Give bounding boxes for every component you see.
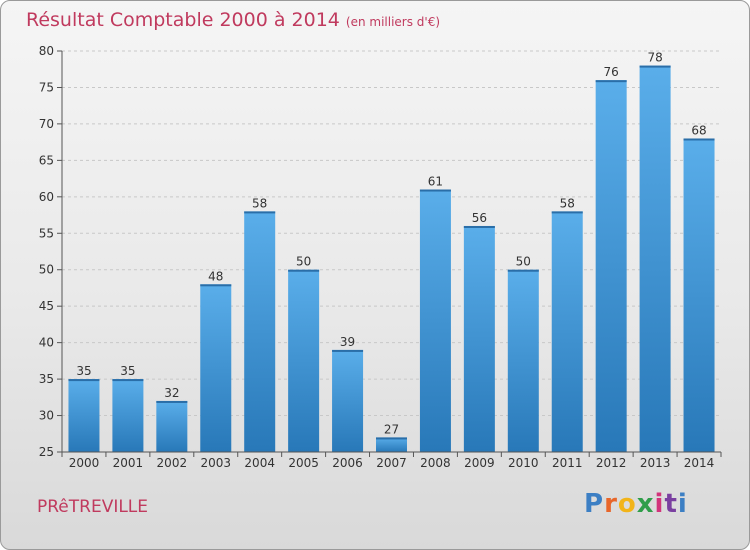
x-tick-label: 2005 [288,456,319,470]
bar-cap [112,379,144,382]
bar [683,138,715,452]
bar-value-label: 50 [516,255,531,269]
y-axis: 25 30 35 40 45 50 55 60 65 70 75 80 [39,44,63,459]
logo-letter: t [664,489,678,519]
bar-cap [332,349,364,352]
bar-value-label: 76 [604,65,619,79]
bar-value-label: 58 [252,196,267,210]
y-tick-label: 55 [39,226,54,240]
logo-letter: i [677,489,688,519]
bar-value-label: 61 [428,175,443,189]
title-text: Résultat Comptable 2000 à 2014 [26,9,340,31]
bar-value-label: 48 [208,269,223,283]
bar-cap [156,400,188,403]
x-tick-label: 2003 [200,456,231,470]
bar-value-label: 35 [76,364,91,378]
x-tick-label: 2014 [684,456,715,470]
bar [68,379,100,452]
bar [551,211,583,452]
x-tick-label: 2000 [69,456,100,470]
y-tick-label: 60 [39,190,54,204]
x-tick-label: 2013 [640,456,671,470]
x-tick-label: 2011 [552,456,583,470]
bar [376,437,407,452]
location-label: PRêTREVILLE [37,497,149,517]
bar [156,400,188,452]
x-tick-label: 2009 [464,456,495,470]
y-tick-label: 70 [39,117,54,131]
x-tick-label: 2008 [420,456,451,470]
y-tick-label: 35 [39,372,54,386]
title-unit: (en milliers d'€) [345,15,441,29]
bar [507,269,539,452]
logo-letter: P [584,489,605,519]
bar-value-label: 27 [384,422,399,436]
x-tick-label: 2001 [113,456,144,470]
bar-cap [595,80,627,83]
logo-letter: o [617,489,637,519]
bar-cap [463,225,495,228]
bar-value-label: 68 [691,123,706,137]
bar-cap [507,269,539,272]
bar [419,189,451,452]
bar-cap [419,189,451,192]
y-tick-label: 80 [39,44,54,58]
y-tick-label: 50 [39,263,54,277]
bar [244,211,276,452]
x-tick-label: 2007 [376,456,407,470]
x-axis: 2000 2001 2002 2003 2004 2005 2006 2007 2008 2009… [61,451,722,470]
y-tick-label: 65 [39,153,54,167]
bar [332,349,364,452]
bar-value-label: 58 [560,196,575,210]
bar-cap [639,65,671,68]
y-tick-label: 40 [39,336,54,350]
bar-cap [244,211,276,214]
x-tick-label: 2004 [244,456,275,470]
y-tick-label: 30 [39,409,54,423]
bar-cap [376,437,407,440]
x-tick-label: 2010 [508,456,539,470]
bar-cap [683,138,715,141]
bar-value-label: 35 [120,364,135,378]
bar-cap [551,211,583,214]
bar [288,269,320,452]
bar-value-label: 32 [164,386,179,400]
chart-title: Résultat Comptable 2000 à 2014 (en millie… [26,9,440,31]
y-tick-label: 75 [39,80,54,94]
y-tick-label: 25 [39,445,54,459]
x-tick-label: 2002 [157,456,188,470]
bar-value-label: 56 [472,211,487,225]
logo-letter: i [654,489,665,519]
bar [463,225,495,452]
bar-value-label: 39 [340,335,355,349]
bar-cap [200,284,232,287]
bar-value-label: 50 [296,255,311,269]
bar-cap [288,269,320,272]
y-tick-label: 45 [39,299,54,313]
bar [200,284,232,452]
x-tick-label: 2006 [332,456,363,470]
logo-letter: r [604,489,618,519]
x-tick-label: 2012 [596,456,627,470]
proxiti-logo: Proxiti [584,489,688,519]
bar-cap [68,379,100,382]
bar [112,379,144,452]
bar [595,80,627,452]
logo-letter: x [636,489,655,519]
bars: 35 35 32 48 58 50 39 27 61 56 50 58 76 78 68 [68,51,715,452]
bar [639,65,671,452]
bar-value-label: 78 [647,51,662,65]
